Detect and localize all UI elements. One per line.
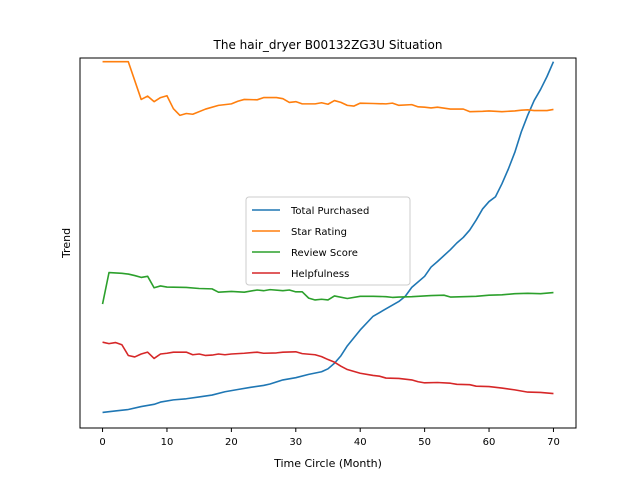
series-line-total-purchased <box>102 61 555 414</box>
x-tick-label: 40 <box>354 437 367 448</box>
y-axis-label: Trend <box>60 228 73 259</box>
legend-label: Review Score <box>291 248 358 259</box>
legend-frame <box>245 196 411 286</box>
x-axis-label: Time Circle (Month) <box>273 457 382 470</box>
series-line-star-rating <box>102 60 554 117</box>
x-tick-label: 50 <box>418 437 431 448</box>
x-tick-label: 10 <box>161 437 174 448</box>
series-line-helpfulness <box>102 341 554 395</box>
chart-title: The hair_dryer B00132ZG3U Situation <box>213 38 443 52</box>
x-tick-label: 20 <box>225 437 238 448</box>
x-axis: 0 10 20 30 40 50 60 70 <box>99 428 560 448</box>
series-layer <box>101 60 555 414</box>
x-tick-label: 70 <box>547 437 560 448</box>
series-line-review-score <box>101 271 554 305</box>
legend-label: Star Rating <box>291 227 347 238</box>
legend-label: Total Purchased <box>290 206 369 217</box>
legend-label: Helpfulness <box>291 269 349 280</box>
x-tick-label: 60 <box>483 437 496 448</box>
x-tick-label: 30 <box>289 437 302 448</box>
legend: Total Purchased Star Rating Review Score He… <box>245 196 411 286</box>
x-tick-label: 0 <box>99 437 105 448</box>
